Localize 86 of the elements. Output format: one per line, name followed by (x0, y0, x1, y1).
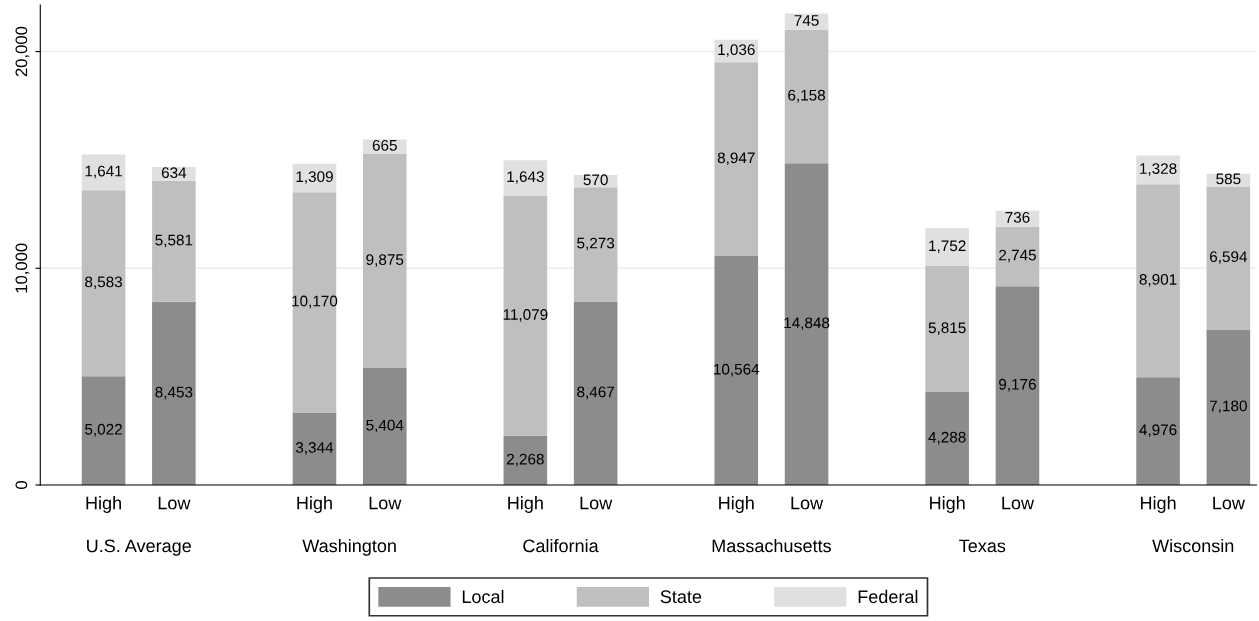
data-label: 2,268 (507, 453, 544, 467)
x-tick-label: Low (580, 496, 613, 510)
text: Wisconsin (1152, 538, 1234, 553)
legend-label: State (660, 590, 702, 604)
data-label: 1,752 (929, 240, 966, 253)
bar (503, 435, 548, 485)
y-tick-label: 10,000 (15, 243, 30, 293)
data-label: 1,641 (85, 165, 122, 179)
bar (292, 412, 337, 485)
x-tick-label: High (86, 496, 121, 513)
bar (152, 180, 196, 302)
bar (292, 192, 337, 413)
bar (573, 301, 618, 485)
text: Washington (302, 538, 396, 556)
data-label: 5,273 (577, 237, 615, 251)
text: Texas (959, 539, 1006, 553)
x-tick-label: Low (369, 496, 402, 510)
y-tick-label: 0 (15, 481, 28, 489)
x-tick-label: High (1140, 496, 1176, 513)
data-label: 1,309 (296, 171, 333, 184)
bar (925, 228, 969, 267)
legend-label: Federal (858, 589, 918, 604)
bar (1206, 186, 1251, 330)
data-label: 8,467 (577, 386, 615, 400)
data-label: 8,947 (717, 152, 755, 166)
legend-label: Local (462, 589, 504, 604)
bar (1136, 184, 1180, 378)
data-label: 8,901 (1139, 273, 1177, 287)
bar (1136, 155, 1180, 185)
data-label: 5,815 (928, 322, 966, 335)
bar (573, 187, 618, 302)
bar (81, 190, 126, 377)
bar (784, 163, 829, 485)
data-label: 745 (794, 15, 819, 26)
data-label: 5,022 (85, 423, 122, 437)
data-label: 2,745 (999, 249, 1036, 263)
text: Massachusetts (712, 538, 831, 553)
bar (784, 29, 829, 164)
data-label: 11,079 (503, 309, 548, 322)
data-label: 1,036 (718, 44, 755, 57)
bar (362, 367, 407, 485)
bar (362, 153, 407, 368)
bar (1136, 377, 1180, 485)
data-label: 3,344 (295, 442, 334, 455)
data-label: 10,170 (292, 295, 338, 309)
bar (995, 226, 1040, 287)
data-label: 8,453 (155, 386, 193, 400)
data-label: 9,875 (366, 254, 404, 267)
bar (81, 376, 126, 485)
data-label: 1,328 (1140, 163, 1177, 176)
data-label: 5,581 (155, 234, 193, 248)
data-label: 736 (1005, 211, 1030, 223)
x-tick-label: High (719, 496, 754, 513)
data-label: 6,594 (1210, 251, 1248, 264)
data-label: 4,976 (1139, 424, 1177, 437)
x-tick-label: Low (791, 496, 824, 510)
bar (925, 392, 969, 485)
data-label: 7,180 (1210, 400, 1247, 414)
data-label: 5,404 (366, 419, 404, 433)
x-tick-label: Low (1002, 496, 1035, 510)
x-tick-label: Low (1213, 496, 1245, 510)
bar (995, 286, 1040, 485)
text: U.S. Average (87, 539, 191, 556)
bar (81, 154, 126, 191)
data-label: 8,583 (85, 276, 122, 290)
bar (925, 266, 969, 393)
x-tick-label: Low (158, 496, 191, 510)
data-label: 665 (372, 139, 397, 151)
x-tick-label: High (930, 496, 965, 513)
data-label: 9,176 (999, 378, 1036, 392)
bar (152, 301, 196, 485)
x-tick-label: High (508, 496, 543, 513)
y-tick-label: 20,000 (15, 26, 30, 77)
text: California (523, 538, 599, 553)
data-label: 6,158 (788, 89, 826, 103)
bar (503, 195, 548, 436)
data-label: 1,643 (507, 171, 544, 184)
data-label: 634 (161, 167, 187, 179)
data-label: 4,288 (928, 431, 966, 445)
data-label: 585 (1216, 173, 1241, 185)
bar (503, 160, 548, 196)
bar (1206, 329, 1251, 485)
bar (714, 256, 759, 485)
data-label: 570 (583, 174, 608, 186)
bar (714, 62, 759, 257)
x-tick-label: High (297, 496, 332, 513)
